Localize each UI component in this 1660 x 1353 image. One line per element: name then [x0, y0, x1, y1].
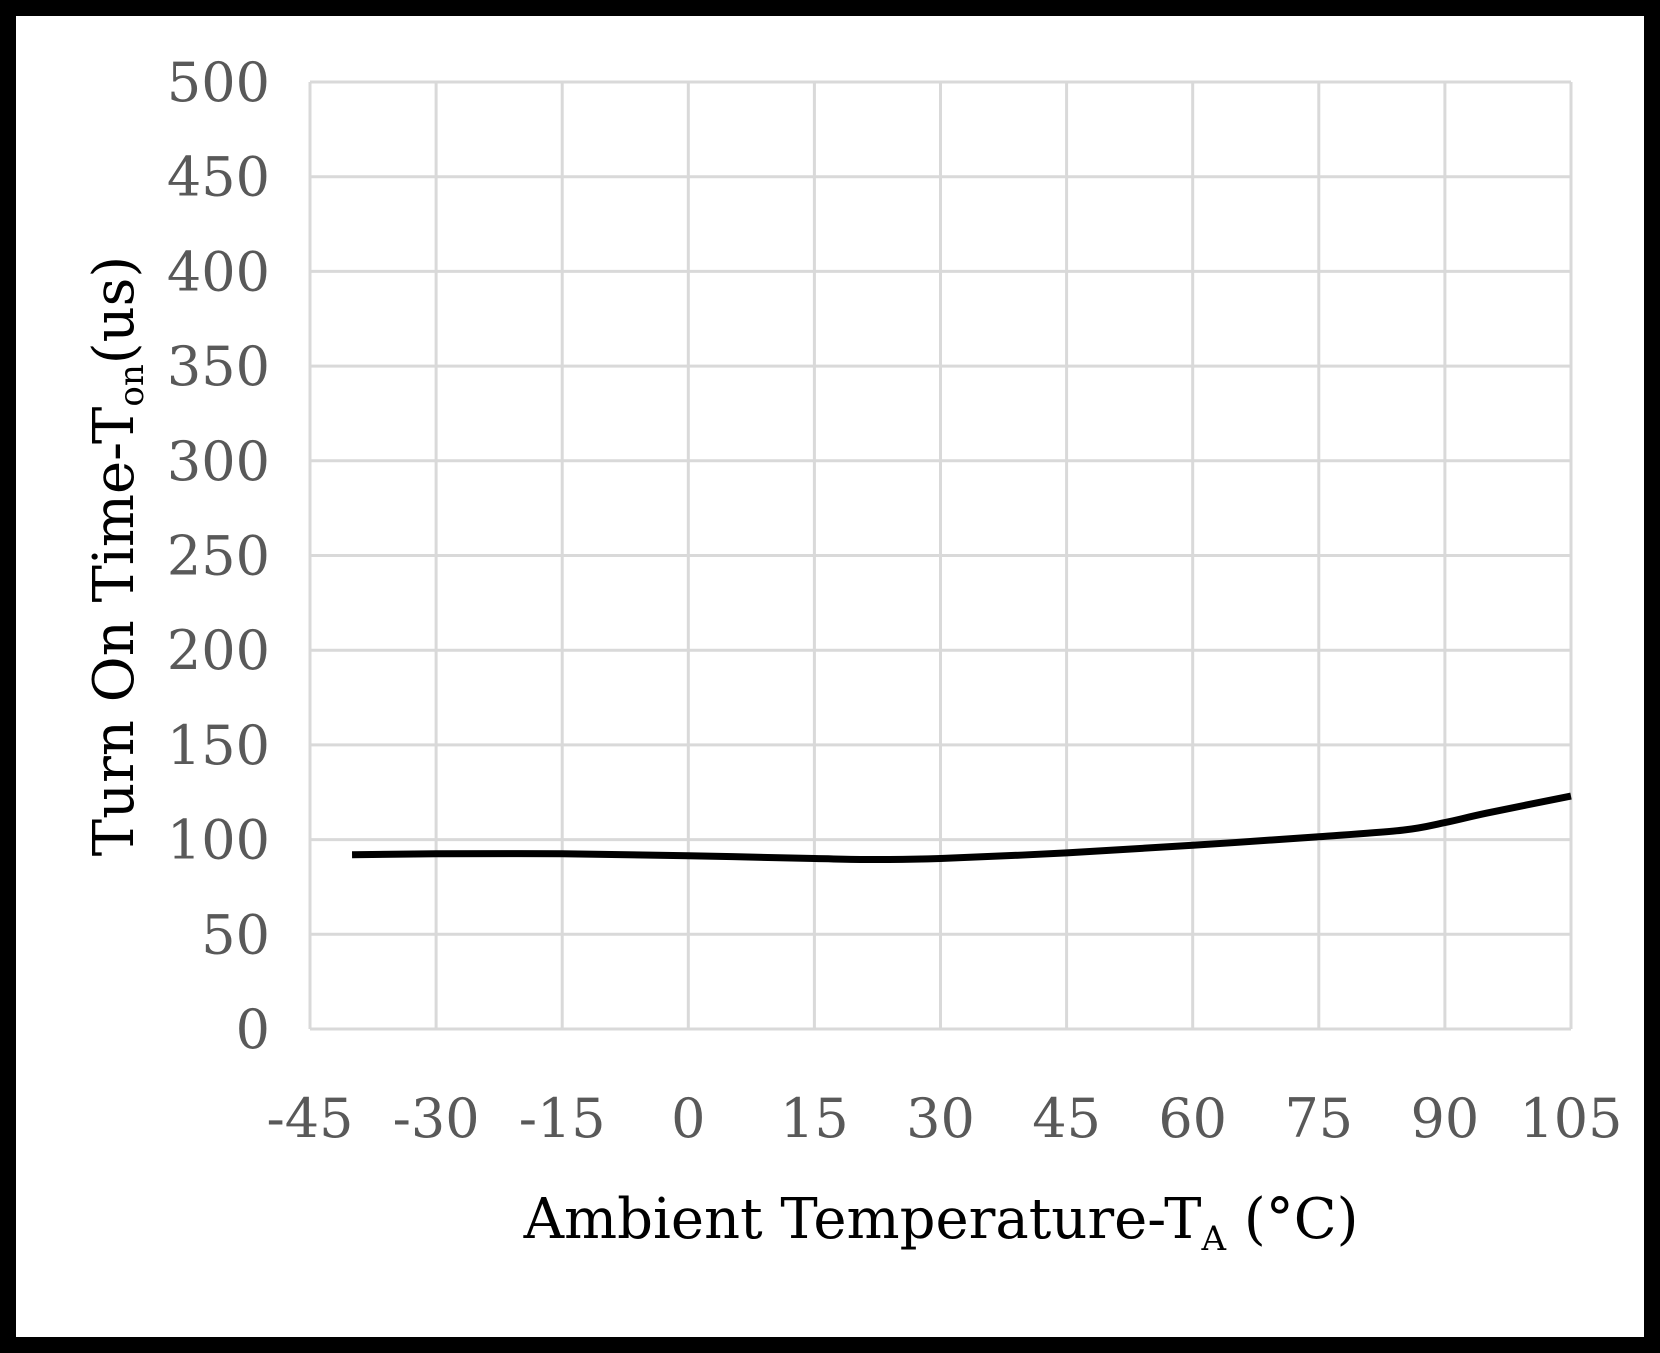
x-axis-title: Ambient Temperature-TA (°C) [523, 1187, 1359, 1259]
y-axis-title-main: Turn On Time-T [82, 407, 147, 857]
y-tick-label: 350 [167, 335, 270, 398]
y-tick-label: 100 [167, 809, 270, 872]
y-tick-label: 250 [167, 525, 270, 588]
y-axis-title-subscript: on [112, 364, 152, 406]
y-axis-title-suffix: (us) [82, 256, 147, 365]
x-tick-label: -30 [393, 1087, 480, 1150]
x-axis-title-subscript: A [1201, 1219, 1227, 1259]
y-tick-label: 500 [167, 51, 270, 114]
x-tick-label: 105 [1519, 1087, 1622, 1150]
x-tick-label: 45 [1032, 1087, 1101, 1150]
x-axis-title-main: Ambient Temperature-T [523, 1187, 1202, 1252]
x-tick-label: 30 [906, 1087, 975, 1150]
y-tick-label: 200 [167, 619, 270, 682]
y-tick-label: 0 [236, 998, 270, 1061]
gridlines [308, 80, 1573, 1031]
x-axis-title-suffix: (°C) [1226, 1187, 1358, 1252]
y-axis-title: Turn On Time-Ton(us) [82, 256, 152, 857]
y-tick-labels: 0 50 100 150 200 250 300 350 400 450 500 [167, 51, 270, 1061]
series-line-turn-on-time [351, 792, 1572, 863]
y-tick-label: 150 [167, 714, 270, 777]
x-tick-labels: -45 -30 -15 0 15 30 45 60 75 90 105 [267, 1087, 1623, 1150]
y-tick-label: 450 [167, 146, 270, 209]
x-tick-label: 0 [671, 1087, 705, 1150]
x-tick-label: 90 [1411, 1087, 1480, 1150]
x-tick-label: -15 [519, 1087, 606, 1150]
y-tick-label: 300 [167, 430, 270, 493]
x-tick-label: 75 [1284, 1087, 1353, 1150]
x-tick-label: 60 [1158, 1087, 1227, 1150]
y-tick-label: 50 [201, 903, 270, 966]
y-tick-label: 400 [167, 240, 270, 303]
series-layer [351, 792, 1572, 863]
x-tick-label: 15 [780, 1087, 849, 1150]
x-tick-label: -45 [267, 1087, 354, 1150]
